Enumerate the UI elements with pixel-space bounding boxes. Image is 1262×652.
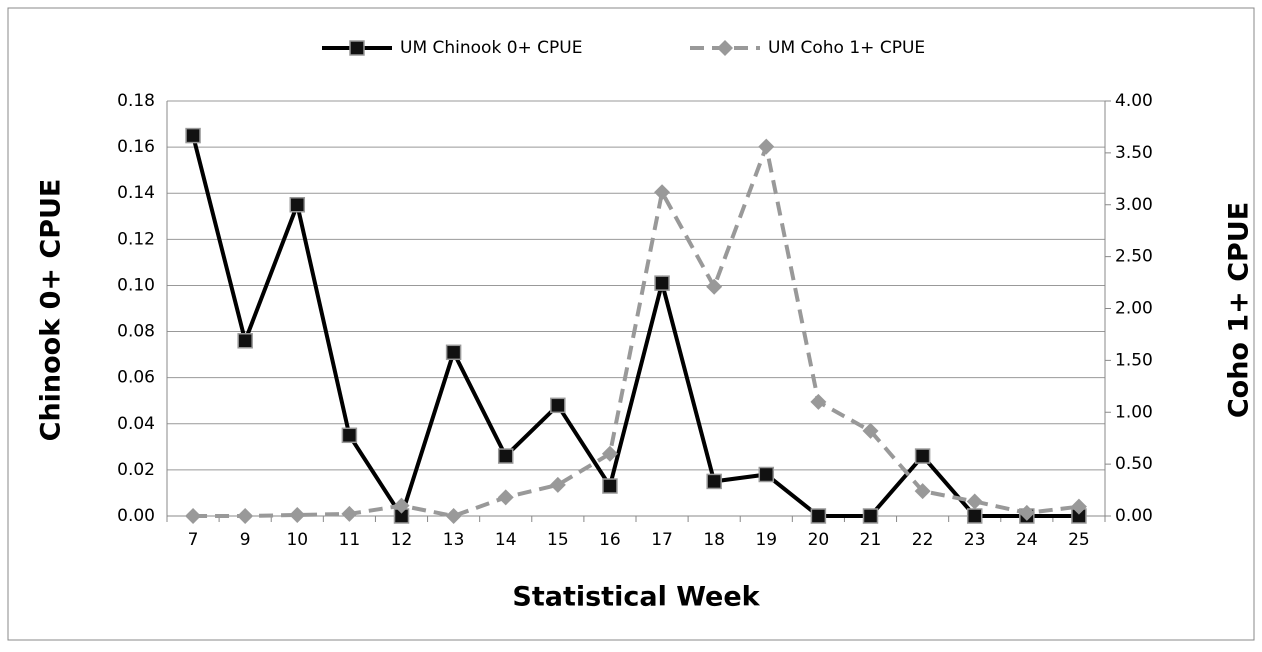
y-tick-label: 0.02 xyxy=(117,460,155,480)
series-marker xyxy=(706,473,722,490)
x-tick-label: 25 xyxy=(1068,530,1090,550)
y-tick-label: 0.18 xyxy=(117,91,155,111)
x-tick-label: 12 xyxy=(391,530,413,550)
series-marker xyxy=(445,508,462,524)
series-marker xyxy=(393,497,410,514)
series-line xyxy=(191,135,1079,521)
series-marker xyxy=(654,275,670,291)
series-marker xyxy=(601,445,618,462)
y-tick-label: 0.00 xyxy=(117,506,155,526)
series-marker xyxy=(185,508,202,524)
series-marker xyxy=(602,478,618,494)
series-marker xyxy=(549,476,566,493)
x-tick-label: 7 xyxy=(188,530,199,550)
x-tick-label: 20 xyxy=(808,530,830,550)
y-tick-label: 0.08 xyxy=(117,322,155,342)
y-tick-label: 0.04 xyxy=(117,414,155,434)
y2-tick-label: 1.50 xyxy=(1115,350,1153,370)
y2-tick-label: 2.50 xyxy=(1115,247,1153,267)
y2-tick-label: 4.00 xyxy=(1115,91,1153,111)
series-marker xyxy=(1018,504,1035,521)
y-tick-label: 0.06 xyxy=(117,368,155,388)
x-tick-label: 21 xyxy=(860,530,882,550)
x-tick-label: 9 xyxy=(240,530,251,550)
x-tick-label: 18 xyxy=(703,530,725,550)
legend-label: UM Coho 1+ CPUE xyxy=(768,38,925,58)
series-marker xyxy=(497,448,514,464)
series-marker xyxy=(914,448,931,464)
y-axis-title: Chinook 0+ CPUE xyxy=(36,179,67,442)
series-marker xyxy=(341,505,358,522)
series-marker xyxy=(237,508,254,524)
series-marker xyxy=(862,508,879,524)
x-tick-label: 15 xyxy=(547,530,569,550)
legend-marker xyxy=(717,40,733,56)
y-tick-label: 0.16 xyxy=(117,137,155,157)
y2-tick-label: 0.50 xyxy=(1115,454,1153,474)
series-marker xyxy=(237,333,253,349)
x-tick-label: 24 xyxy=(1016,530,1038,550)
series-marker xyxy=(966,508,983,524)
y-tick-label: 0.12 xyxy=(117,229,155,249)
y2-tick-label: 3.50 xyxy=(1115,143,1153,163)
series-marker xyxy=(1070,498,1087,515)
y2-axis-title: Coho 1+ CPUE xyxy=(1224,202,1255,418)
x-tick-label: 17 xyxy=(651,530,673,550)
x-axis-title: Statistical Week xyxy=(512,582,760,613)
series-marker xyxy=(289,506,306,523)
x-tick-label: 22 xyxy=(912,530,934,550)
series-marker xyxy=(758,138,775,155)
series-marker xyxy=(289,197,306,213)
y-tick-label: 0.14 xyxy=(117,183,155,203)
y-tick-label: 0.10 xyxy=(117,275,155,295)
series-marker xyxy=(654,184,671,201)
y2-tick-label: 2.00 xyxy=(1115,299,1153,319)
y2-tick-label: 3.00 xyxy=(1115,195,1153,215)
series-line xyxy=(193,139,1080,519)
series-marker xyxy=(862,422,879,439)
y2-tick-label: 0.00 xyxy=(1115,506,1153,526)
x-tick-label: 19 xyxy=(755,530,777,550)
series-marker xyxy=(810,393,827,410)
x-tick-label: 14 xyxy=(495,530,517,550)
series-marker xyxy=(341,427,358,444)
series-marker xyxy=(550,397,566,414)
chart-frame xyxy=(7,7,1255,641)
series-marker xyxy=(810,508,827,524)
x-tick-label: 10 xyxy=(286,530,308,550)
x-tick-label: 13 xyxy=(443,530,465,550)
x-tick-label: 11 xyxy=(339,530,361,550)
series-marker xyxy=(497,489,514,506)
legend-label: UM Chinook 0+ CPUE xyxy=(400,38,582,58)
legend-marker xyxy=(349,40,365,56)
series-marker xyxy=(185,127,201,144)
series-marker xyxy=(758,466,775,483)
x-tick-label: 23 xyxy=(964,530,986,550)
series-marker xyxy=(445,344,462,361)
y2-tick-label: 1.00 xyxy=(1115,402,1153,422)
series-marker xyxy=(914,483,931,500)
series-marker xyxy=(966,493,983,510)
series-marker xyxy=(706,278,723,295)
x-tick-label: 16 xyxy=(599,530,621,550)
